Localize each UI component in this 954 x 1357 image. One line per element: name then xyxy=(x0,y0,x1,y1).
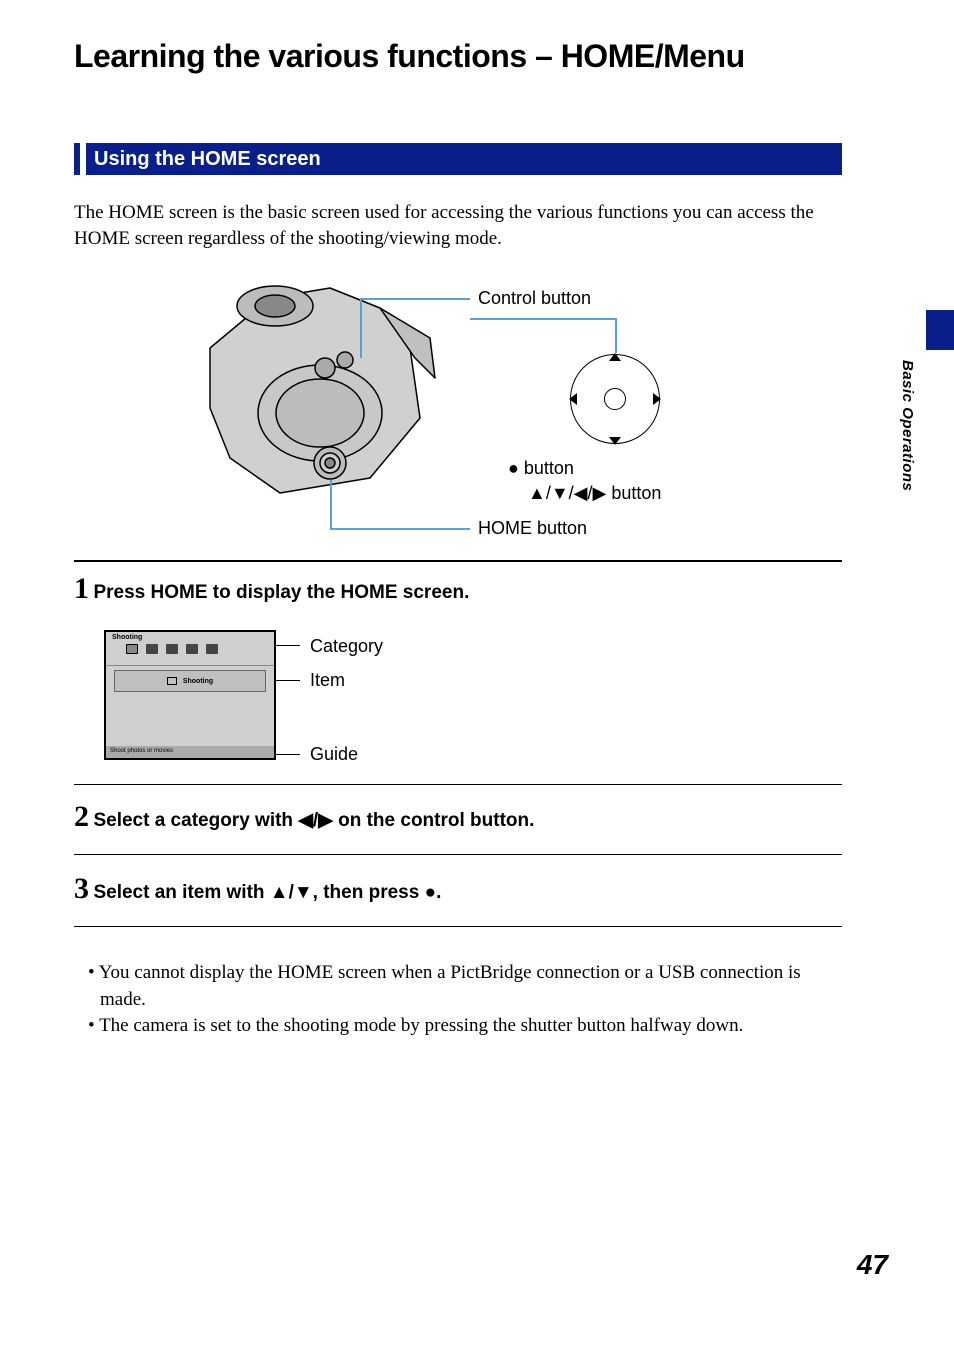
notes-list: You cannot display the HOME screen when … xyxy=(74,960,842,1040)
screen-mid-label: Shooting xyxy=(183,678,213,685)
screen-item-row: Shooting xyxy=(114,670,266,692)
guide-callout: Guide xyxy=(310,744,358,765)
up-down-arrows-icon: ▲/▼ xyxy=(270,882,313,903)
category-icon xyxy=(126,644,138,654)
step-text: Select an item with ▲/▼, then press ●. xyxy=(93,882,441,903)
control-center-dot xyxy=(604,388,626,410)
step-text: Select a category with ◀/▶ on the contro… xyxy=(93,810,534,831)
leader-line xyxy=(360,298,362,358)
category-icon xyxy=(166,644,178,654)
home-screen-mockup: Shooting Shooting Shoot photos or movies xyxy=(104,630,276,760)
divider xyxy=(74,926,842,927)
page-title: Learning the various functions – HOME/Me… xyxy=(74,38,745,75)
camera-diagram: Control button ● button ▲/▼/◀/▶ button H… xyxy=(180,258,740,548)
category-icon xyxy=(206,644,218,654)
intro-paragraph: The HOME screen is the basic screen used… xyxy=(74,200,842,251)
control-button-circle xyxy=(570,354,660,444)
step-number: 1 xyxy=(74,572,89,606)
leader-line xyxy=(276,680,300,681)
divider xyxy=(74,854,842,855)
side-tab-marker xyxy=(926,310,954,350)
item-callout: Item xyxy=(310,670,345,691)
dpad-button-label: ▲/▼/◀/▶ button xyxy=(528,483,661,504)
leader-line xyxy=(615,318,617,353)
divider xyxy=(74,784,842,785)
category-icon xyxy=(186,644,198,654)
section-heading-text: Using the HOME screen xyxy=(94,148,321,171)
step-3: 3 Select an item with ▲/▼, then press ●. xyxy=(74,872,842,906)
step-2: 2 Select a category with ◀/▶ on the cont… xyxy=(74,800,842,834)
left-right-arrows-icon: ◀/▶ xyxy=(298,810,333,831)
divider xyxy=(74,560,842,562)
center-dot-icon: ● xyxy=(508,458,519,478)
leader-line xyxy=(470,318,615,320)
dpad-left-icon xyxy=(569,393,577,405)
category-callout: Category xyxy=(310,636,383,657)
note-item: The camera is set to the shooting mode b… xyxy=(88,1013,842,1040)
leader-line xyxy=(330,480,332,528)
step-number: 2 xyxy=(74,800,89,834)
step-number: 3 xyxy=(74,872,89,906)
leader-line xyxy=(360,298,470,300)
screen-category-row: Shooting xyxy=(106,632,274,666)
side-tab-label: Basic Operations xyxy=(899,360,916,491)
control-button-label: Control button xyxy=(478,288,591,309)
step-1: 1 Press HOME to display the HOME screen. xyxy=(74,572,842,606)
dpad-right-icon xyxy=(653,393,661,405)
dpad-arrows-icon: ▲/▼/◀/▶ xyxy=(528,483,606,503)
leader-line xyxy=(276,645,300,646)
note-item: You cannot display the HOME screen when … xyxy=(88,960,842,1013)
page-number: 47 xyxy=(857,1249,888,1281)
category-icon xyxy=(146,644,158,654)
leader-line xyxy=(276,754,300,755)
dpad-down-icon xyxy=(609,437,621,445)
screen-top-label: Shooting xyxy=(112,634,142,641)
screen-guide-row: Shoot photos or movies xyxy=(106,746,274,758)
camera-illustration xyxy=(180,258,460,518)
center-dot-icon: ● xyxy=(425,882,436,903)
section-heading-bar: Using the HOME screen xyxy=(74,143,842,175)
dpad-up-icon xyxy=(609,353,621,361)
center-button-label: ● button xyxy=(508,458,574,479)
home-button-label: HOME button xyxy=(478,518,587,539)
leader-line xyxy=(330,528,470,530)
step-text: Press HOME to display the HOME screen. xyxy=(93,582,469,603)
item-icon xyxy=(167,677,177,685)
